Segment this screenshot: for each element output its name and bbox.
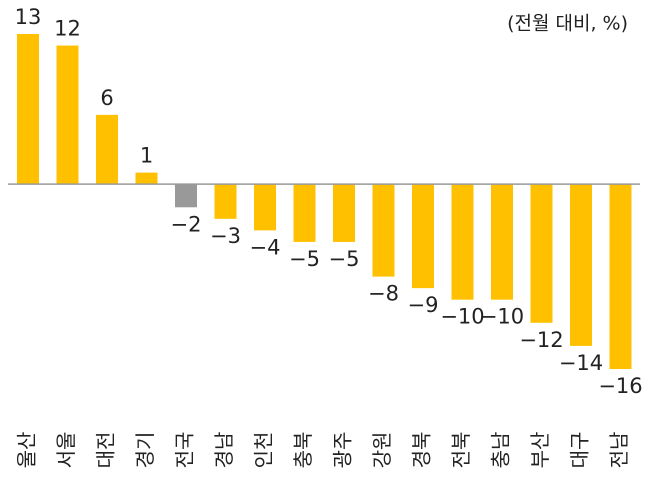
x-tick-label: 충남 (489, 432, 513, 469)
value-label: −9 (408, 293, 439, 317)
x-tick-label: 광주 (331, 432, 355, 469)
value-label: 1 (140, 144, 153, 168)
value-label: 12 (54, 17, 81, 41)
bar (56, 45, 79, 185)
x-tick-label: 울산 (15, 432, 39, 469)
value-label: −5 (329, 247, 360, 271)
unit-label: (전월 대비, %) (507, 13, 628, 35)
bar (570, 184, 592, 346)
x-tick-label: 강원 (370, 432, 394, 469)
bar (175, 184, 197, 208)
x-tick-label: 대구 (568, 432, 592, 469)
bar (530, 184, 553, 323)
x-tick-label: 서울 (54, 432, 78, 469)
bar (491, 184, 513, 300)
x-tick-label: 부산 (528, 432, 552, 469)
x-tick-label: 경북 (410, 432, 434, 469)
value-label: 13 (15, 5, 42, 29)
bar (254, 184, 276, 231)
x-tick-label: 대전 (94, 432, 118, 469)
bar (333, 184, 355, 242)
value-label: −10 (480, 305, 524, 329)
bar (412, 184, 434, 289)
x-tick-label: 전남 (607, 432, 631, 469)
value-label: −5 (289, 247, 320, 271)
x-tick-label: 전북 (449, 432, 473, 469)
bar (17, 34, 39, 185)
bar (609, 184, 632, 369)
value-label: −4 (250, 235, 281, 259)
bar (293, 184, 316, 242)
value-label: −12 (519, 328, 563, 352)
x-tick-label: 전국 (173, 432, 197, 469)
x-tick-label: 인천 (252, 432, 276, 469)
value-label: −8 (368, 282, 399, 306)
value-label: −14 (559, 351, 603, 375)
value-label: −16 (598, 374, 642, 398)
bar (135, 172, 158, 185)
x-tick-label: 경기 (133, 432, 157, 469)
bar (372, 184, 395, 277)
x-tick-label: 충북 (291, 432, 315, 469)
value-label: −10 (440, 305, 484, 329)
bar (214, 184, 237, 219)
value-label: −2 (171, 212, 202, 236)
bar (451, 184, 474, 300)
bar (96, 114, 118, 185)
x-tick-label: 경남 (212, 432, 236, 469)
value-label: 6 (100, 86, 113, 110)
value-label: −3 (210, 224, 241, 248)
